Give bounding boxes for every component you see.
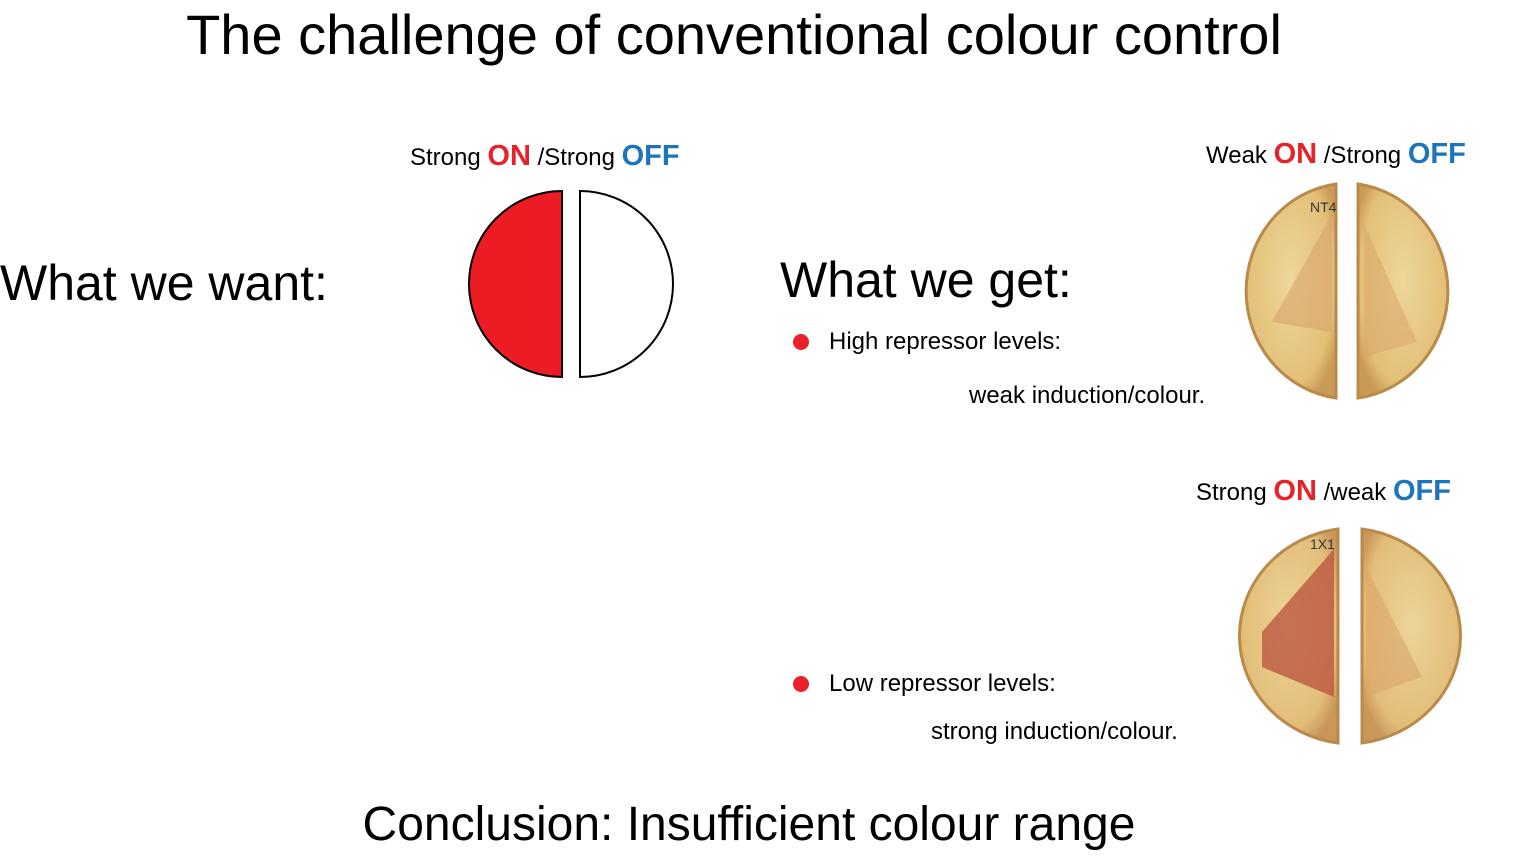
plate2-label-pre: Strong	[1196, 479, 1267, 506]
plate2-label-off: OFF	[1392, 475, 1451, 507]
ideal-off-half	[579, 189, 674, 379]
plate2-left-streak	[1262, 549, 1334, 697]
bullet-high-text: High repressor levels:	[829, 328, 1062, 355]
want-label-on: ON	[487, 140, 531, 172]
bullet-high-sub: weak induction/colour.	[969, 382, 1206, 409]
plate1-label-off: OFF	[1407, 138, 1466, 170]
bullet-low-sub: strong induction/colour.	[931, 718, 1178, 745]
plate2-right-streak	[1366, 567, 1422, 697]
plate1-handwriting: NT4	[1310, 199, 1337, 215]
want-label: Strong ON /Strong OFF	[410, 140, 680, 174]
want-label-strong: Strong	[410, 144, 481, 171]
plate1-left-streak	[1272, 214, 1332, 332]
bullet-low: Low repressor levels:	[793, 669, 1056, 699]
bullet-dot-icon	[793, 676, 809, 692]
plate2-handwriting: 1X1	[1310, 536, 1335, 552]
plate2-label-slash: /weak	[1323, 479, 1387, 506]
plate1-label-on: ON	[1273, 138, 1318, 170]
ideal-on-half	[468, 189, 563, 379]
get-heading: What we get:	[780, 252, 1072, 308]
plate1-label: Weak ON /Strong OFF	[1206, 138, 1466, 172]
want-label-off: OFF	[621, 140, 680, 172]
plate2-label-on: ON	[1273, 475, 1317, 507]
plate1-right-streak	[1364, 224, 1417, 357]
plate2-label: Strong ON /weak OFF	[1196, 475, 1451, 509]
want-label-slash: /Strong	[537, 144, 615, 171]
conclusion-text: Conclusion: Insufficient colour range	[362, 798, 1136, 851]
bullet-dot-icon	[793, 334, 809, 350]
want-heading: What we want:	[0, 255, 328, 311]
plate1-label-slash: /Strong	[1323, 142, 1402, 169]
bullet-low-text: Low repressor levels:	[829, 670, 1056, 697]
page-title: The challenge of conventional colour con…	[186, 3, 1282, 66]
bullet-high: High repressor levels:	[793, 327, 1061, 357]
ideal-split-circle	[468, 189, 674, 379]
plate1-photo: NT4	[1244, 182, 1450, 400]
plate2-photo: 1X1	[1238, 527, 1462, 745]
plate1-label-pre: Weak	[1206, 142, 1267, 169]
